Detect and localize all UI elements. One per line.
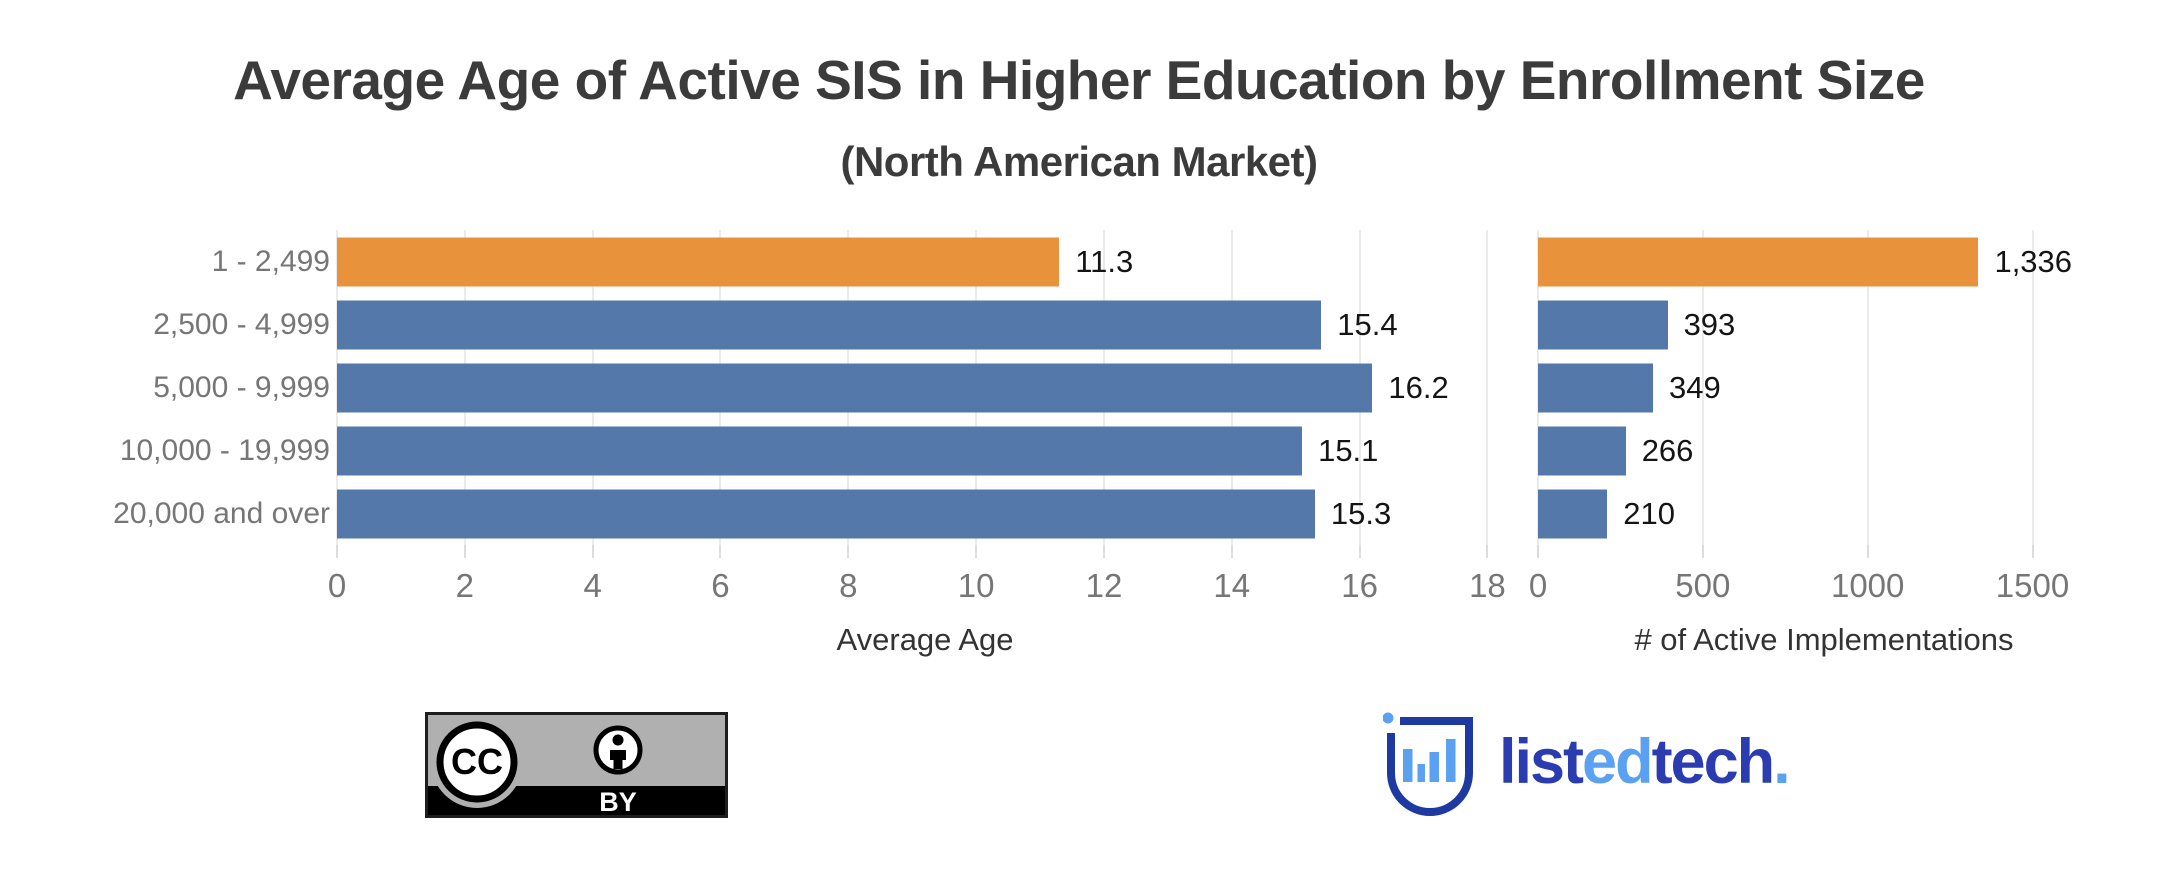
axis-tick-label: 12 [1085,567,1123,604]
axis-title-average-age: Average Age [836,622,1014,657]
cc-by-license-badge: CC BY [425,712,728,818]
bar-value-label: 393 [1683,306,1736,342]
cc-logo-icon: CC [431,716,523,808]
active-implementations-chart: 0 500 1000 1500 1,336 393 349 266 210 [1529,230,2110,604]
axis-tick [1537,545,1539,558]
gridline [2031,230,2034,545]
bar [337,237,1060,286]
axis-tick-label: 500 [1675,567,1731,604]
gridline [1701,230,1704,545]
category-label: 1 - 2,499 [211,244,330,278]
svg-text:CC: CC [451,741,503,782]
axis-tick-label: 0 [1528,567,1548,604]
axis-tick-label: 14 [1213,567,1251,604]
axis-tick [1102,545,1105,558]
axis-tick [847,545,850,558]
axis-tick-label: 10 [957,567,995,604]
category-label: 20,000 and over [113,496,330,530]
wordmark-part: . [1773,726,1790,797]
cc-by-badge-graphic: CC BY [425,712,728,818]
axis-tick [1230,545,1233,558]
chart-title: Average Age of Active SIS in Higher Educ… [233,49,1925,111]
average-age-chart: 0 2 4 6 8 10 12 14 16 18 11.3 15.4 16.2 15.1 15.3 [328,230,1513,604]
category-label: 10,000 - 19,999 [119,433,330,467]
axis-tick-label: 18 [1469,567,1506,604]
axis-tick-label: 16 [1341,567,1378,604]
axis-tick-label: 8 [839,567,858,604]
bar-value-label: 16.2 [1388,369,1449,405]
axis-tick-label: 6 [711,567,730,604]
axis-tick-label: 4 [583,567,602,604]
bar [1538,363,1654,412]
bar-value-label: 349 [1669,369,1721,405]
bar-value-label: 11.3 [1075,243,1134,279]
axis-tick [591,545,594,558]
bar [1538,489,1608,538]
axis-tick [463,545,466,558]
axis-tick [1486,545,1489,558]
axis-tick [1358,545,1361,558]
bar [337,300,1322,349]
axis-tick [975,545,978,558]
category-label: 2,500 - 4,999 [153,307,330,341]
gridline [1486,230,1489,545]
gridline [1866,230,1869,545]
category-label: 5,000 - 9,999 [153,370,330,404]
wordmark-part: tech [1651,726,1776,797]
wordmark-part: list [1499,726,1584,797]
axis-tick [1701,545,1704,558]
axis-tick [336,545,338,558]
bar [1538,300,1668,349]
chart-subtitle: (North American Market) [840,138,1318,185]
bar [337,489,1315,538]
bar-value-label: 210 [1623,495,1675,531]
category-axis: 1 - 2,499 2,500 - 4,999 5,000 - 9,999 10,00… [10,230,330,545]
bar-value-label: 15.3 [1330,495,1392,531]
axis-tick [1866,545,1869,558]
bar [1538,237,1979,286]
axis-tick [2031,545,2034,558]
bar [1538,426,1626,475]
listedtech-logo: listedtech. [1383,705,1791,825]
bar-value-label: 15.1 [1318,432,1379,468]
bar [337,363,1373,412]
wordmark-part: ed [1582,726,1654,797]
axis-tick-label: 1500 [1995,567,2070,604]
bar-value-label: 1,336 [1994,243,2073,279]
axis-title-implementations: # of Active Implementations [1634,622,2014,657]
bar-value-label: 266 [1641,432,1694,468]
attribution-person-icon [593,725,643,775]
listedtech-logo-icon [1383,712,1473,816]
bar [337,426,1303,475]
bar-value-label: 15.4 [1337,306,1398,342]
axis-tick [719,545,722,558]
axis-tick-label: 2 [455,567,474,604]
axis-tick-label: 0 [327,567,347,604]
listedtech-wordmark: listedtech. [1499,730,1791,800]
svg-text:BY: BY [599,787,637,817]
axis-tick-label: 1000 [1830,567,1905,604]
